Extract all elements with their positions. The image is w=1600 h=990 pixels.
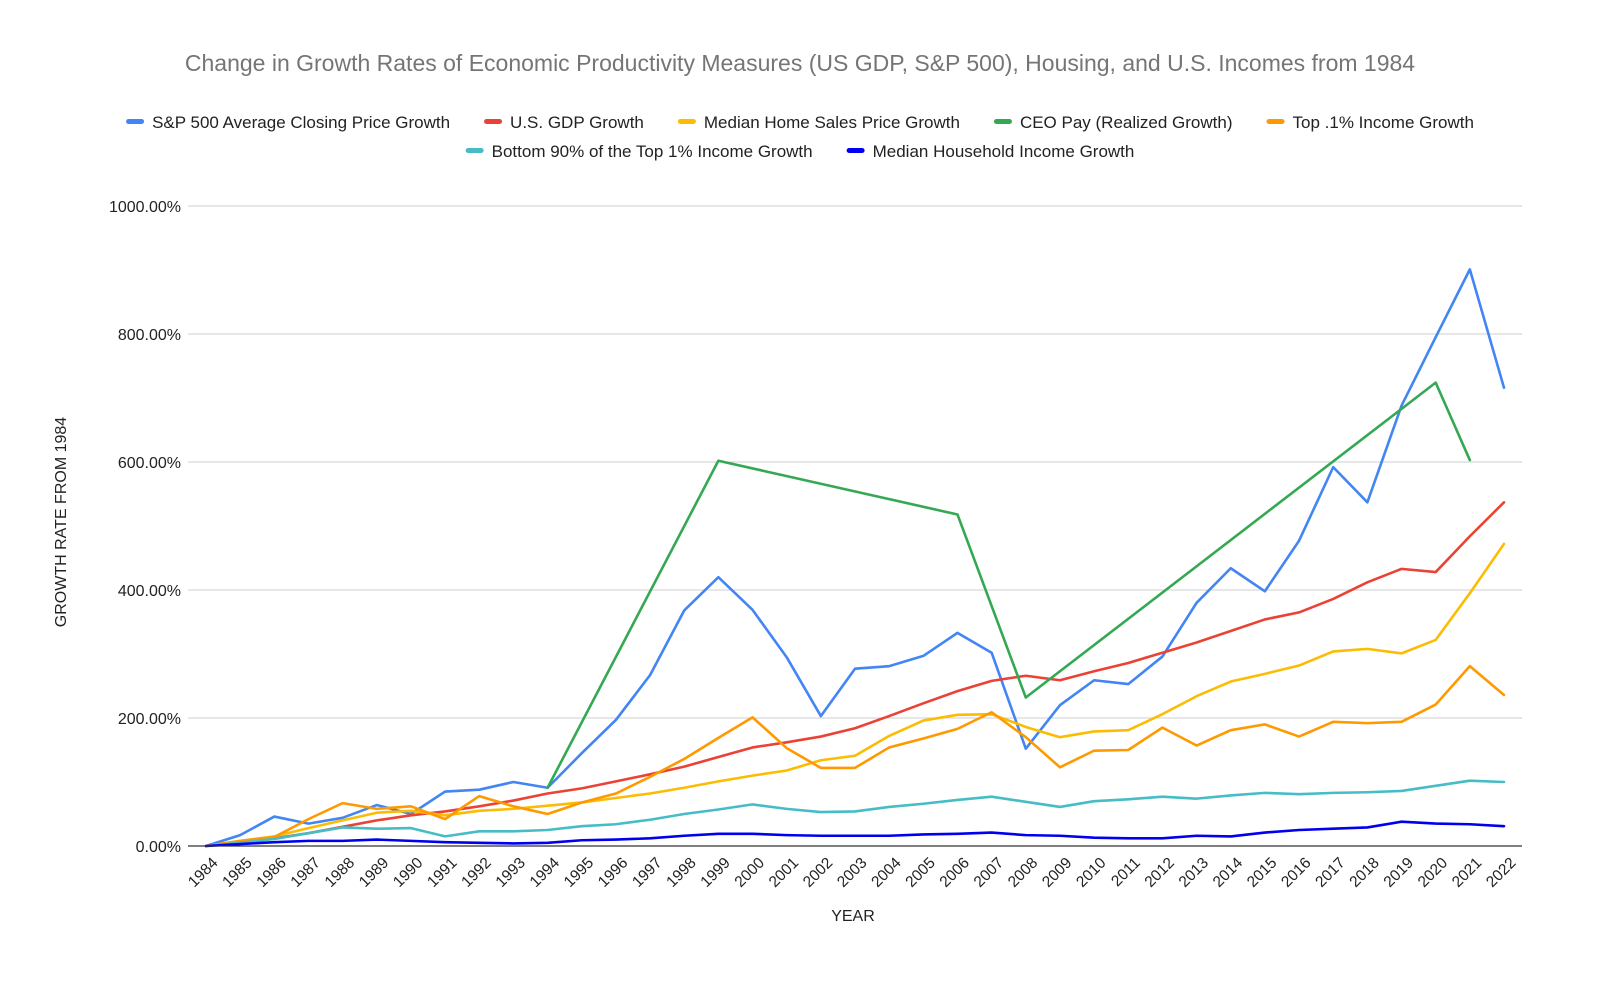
x-tick-label: 2020 <box>1415 854 1452 891</box>
x-tick-label: 2015 <box>1244 854 1280 890</box>
x-tick-label: 2012 <box>1142 854 1178 890</box>
x-tick-label: 1993 <box>493 854 529 890</box>
x-tick-label: 2017 <box>1312 854 1348 890</box>
x-axis-ticks: 1984198519861987198819891990199119921993… <box>185 854 1519 891</box>
y-tick-label: 1000.00% <box>109 199 181 216</box>
x-tick-label: 1989 <box>356 854 392 890</box>
x-tick-label: 1988 <box>322 854 358 890</box>
x-tick-label: 2016 <box>1278 854 1314 890</box>
x-tick-label: 2001 <box>766 854 802 890</box>
y-tick-label: 800.00% <box>118 327 181 344</box>
x-axis-label: YEAR <box>831 908 875 925</box>
x-tick-label: 2002 <box>800 854 836 890</box>
x-tick-label: 1994 <box>527 854 564 891</box>
y-axis-ticks: 0.00% 200.00% 400.00% 600.00% 800.00% 1000.00… <box>109 199 181 856</box>
legend-label: CEO Pay (Realized Growth) <box>1020 113 1233 132</box>
series-line-median-household-income-growth <box>204 820 1506 848</box>
y-axis-label: GROWTH RATE FROM 1984 <box>53 417 70 627</box>
x-tick-label: 1995 <box>561 854 597 890</box>
legend-marker <box>484 119 503 124</box>
legend-label: Top .1% Income Growth <box>1293 113 1474 132</box>
legend-label: Median Home Sales Price Growth <box>704 113 960 132</box>
chart-title: Change in Growth Rates of Economic Produ… <box>185 50 1415 76</box>
y-tick-label: 0.00% <box>136 839 181 856</box>
legend-label: S&P 500 Average Closing Price Growth <box>152 113 450 132</box>
legend-label: Bottom 90% of the Top 1% Income Growth <box>492 142 813 161</box>
y-tick-label: 400.00% <box>118 583 181 600</box>
legend-marker <box>846 148 865 153</box>
x-tick-label: 1990 <box>390 854 427 891</box>
x-tick-label: 1985 <box>219 854 255 890</box>
x-tick-label: 2009 <box>1039 854 1075 890</box>
x-tick-label: 2018 <box>1346 854 1382 890</box>
legend-marker <box>126 119 145 124</box>
legend-label: Median Household Income Growth <box>873 142 1135 161</box>
y-tick-label: 200.00% <box>118 711 181 728</box>
x-tick-label: 1996 <box>595 854 631 890</box>
legend: S&P 500 Average Closing Price Growth U.S.… <box>126 113 1474 161</box>
x-tick-label: 1998 <box>663 854 699 890</box>
x-tick-label: 2010 <box>1073 854 1110 891</box>
x-tick-label: 2003 <box>834 854 870 890</box>
series-line-median-home-sales-price-growth <box>204 542 1506 848</box>
x-tick-label: 2007 <box>971 854 1007 890</box>
x-tick-label: 2019 <box>1381 854 1417 890</box>
series-line-u-s-gdp-growth <box>204 501 1506 848</box>
x-tick-label: 2011 <box>1108 854 1144 890</box>
x-tick-label: 2021 <box>1449 854 1485 890</box>
legend-marker <box>465 148 484 153</box>
series-line-ceo-pay-realized-growth <box>546 381 1472 790</box>
x-tick-label: 1997 <box>629 854 665 890</box>
x-tick-label: 1999 <box>697 854 733 890</box>
x-tick-label: 2000 <box>732 854 769 891</box>
series-line-bottom-90-of-the-top-1-income-growth <box>204 779 1506 848</box>
x-tick-label: 1986 <box>253 854 289 890</box>
series-line-s-p-500-average-closing-price-growth <box>204 268 1506 848</box>
legend-marker <box>677 119 696 124</box>
x-tick-label: 2008 <box>1005 854 1041 890</box>
series-line-top-1-income-growth <box>204 664 1506 848</box>
legend-label: U.S. GDP Growth <box>510 113 644 132</box>
x-tick-label: 1992 <box>458 854 494 890</box>
x-tick-label: 1984 <box>185 854 222 891</box>
x-tick-label: 2006 <box>937 854 973 890</box>
y-tick-label: 600.00% <box>118 455 181 472</box>
x-tick-label: 2013 <box>1176 854 1212 890</box>
x-tick-label: 2004 <box>868 854 905 891</box>
x-tick-label: 2022 <box>1483 854 1519 890</box>
legend-marker <box>1266 119 1285 124</box>
series-lines <box>204 268 1506 848</box>
x-tick-label: 2014 <box>1210 854 1247 891</box>
x-tick-label: 2005 <box>902 854 938 890</box>
x-tick-label: 1991 <box>424 854 460 890</box>
legend-marker <box>993 119 1012 124</box>
gridlines <box>188 205 1522 719</box>
x-tick-label: 1987 <box>288 854 324 890</box>
